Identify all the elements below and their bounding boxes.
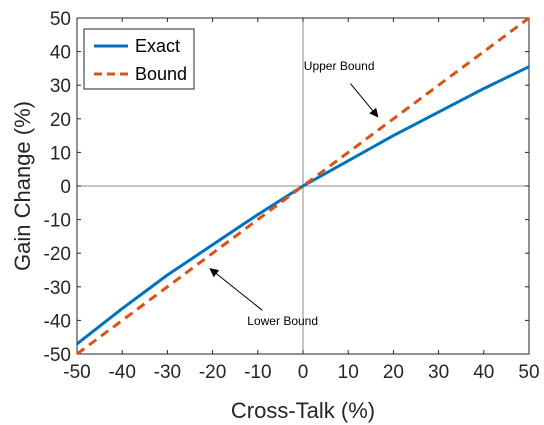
legend-label-bound: Bound bbox=[135, 64, 187, 84]
y-tick-label: 0 bbox=[60, 177, 71, 198]
x-tick-label: 30 bbox=[428, 362, 449, 383]
annotation-upper-bound: Upper Bound bbox=[304, 59, 375, 73]
y-tick-label: 40 bbox=[50, 43, 71, 64]
x-tick-label: -40 bbox=[108, 362, 135, 383]
y-tick-label: -30 bbox=[44, 278, 71, 299]
y-tick-label: -40 bbox=[44, 311, 71, 332]
y-tick-label: 10 bbox=[50, 143, 71, 164]
x-tick-label: 0 bbox=[298, 362, 309, 383]
x-tick-label: -50 bbox=[63, 362, 90, 383]
series-layer bbox=[76, 16, 530, 356]
x-tick-label: 40 bbox=[473, 362, 494, 383]
annotation-lower-bound: Lower Bound bbox=[247, 314, 318, 328]
annotations: Upper Bound Lower Bound bbox=[209, 59, 379, 328]
y-tick-label: 50 bbox=[50, 9, 71, 30]
y-tick-label: -50 bbox=[44, 345, 71, 366]
x-tick-label: 50 bbox=[518, 362, 539, 383]
legend: Exact Bound bbox=[83, 28, 195, 90]
y-tick-label: 30 bbox=[50, 76, 71, 97]
y-axis-title: Gain Change (%) bbox=[10, 101, 35, 271]
x-tick-label: -20 bbox=[199, 362, 226, 383]
legend-label-exact: Exact bbox=[135, 36, 180, 56]
tick-labels: -50 -40 -30 -20 -10 0 10 20 30 40 50 -50 -40 -30 -20 -1… bbox=[44, 9, 540, 383]
axis-ticks bbox=[76, 17, 530, 355]
legend-box bbox=[83, 28, 195, 90]
x-tick-label: 20 bbox=[383, 362, 404, 383]
x-axis-title: Cross-Talk (%) bbox=[231, 398, 375, 423]
y-tick-label: -20 bbox=[44, 244, 71, 265]
x-tick-label: -10 bbox=[244, 362, 271, 383]
series-line-exact bbox=[76, 65, 530, 346]
annotation-arrow-upper bbox=[350, 83, 379, 118]
y-tick-label: 20 bbox=[50, 110, 71, 131]
annotation-arrow-lower bbox=[209, 268, 263, 311]
x-tick-label: -30 bbox=[154, 362, 181, 383]
series-line-bound bbox=[76, 16, 530, 356]
y-tick-label: -10 bbox=[44, 211, 71, 232]
x-tick-label: 10 bbox=[338, 362, 359, 383]
